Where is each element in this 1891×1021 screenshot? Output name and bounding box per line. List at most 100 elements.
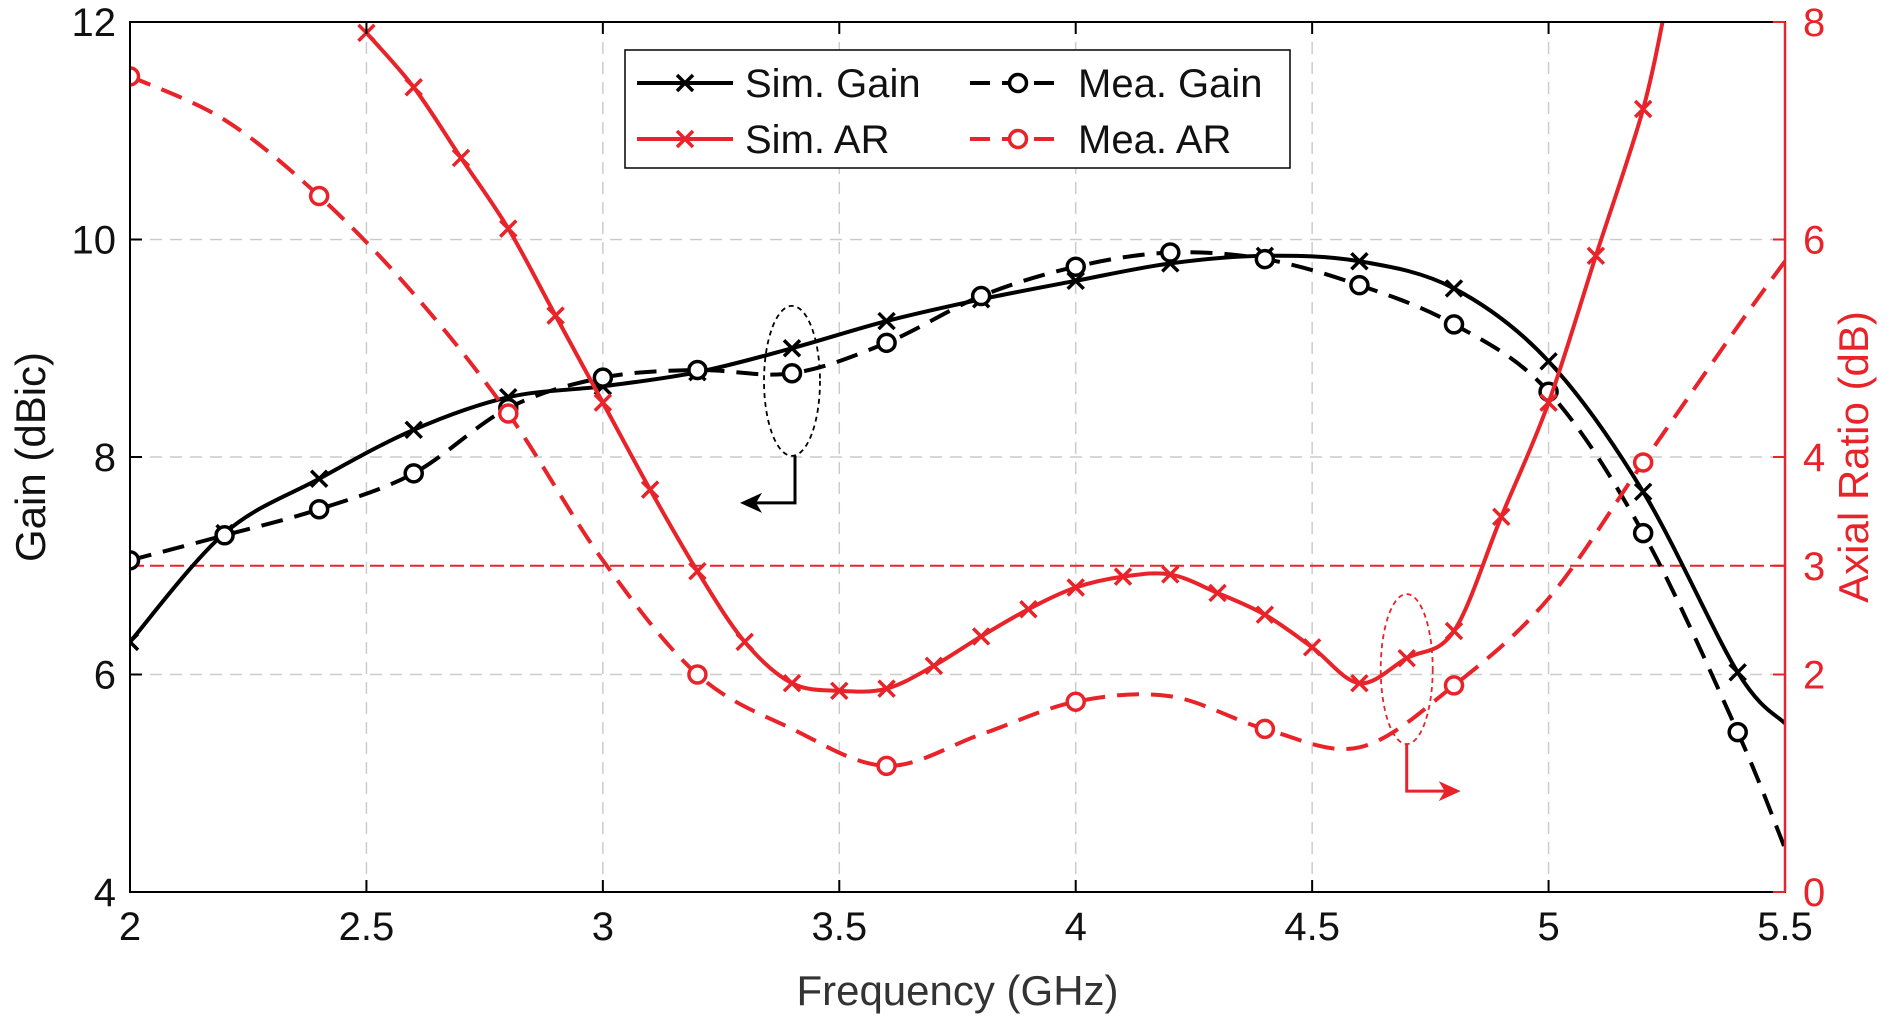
y-right-tick-label: 6 — [1803, 219, 1825, 263]
data-point-marker — [451, 148, 471, 168]
legend-item: Mea. AR — [970, 118, 1231, 162]
data-point-marker — [592, 367, 614, 388]
legend-label: Sim. AR — [745, 118, 889, 162]
data-point-marker — [309, 469, 329, 488]
data-point-marker — [1113, 567, 1133, 586]
gain-axis-arrowhead — [740, 492, 762, 513]
data-point-marker — [1539, 393, 1558, 412]
data-point-marker — [593, 393, 613, 412]
data-point-marker — [498, 403, 519, 424]
series-line — [364, 22, 1665, 694]
data-point-marker — [546, 306, 565, 325]
data-point-marker — [1350, 252, 1369, 271]
data-point-marker — [1160, 242, 1181, 263]
data-point-marker — [781, 363, 803, 384]
data-point-marker — [1727, 721, 1748, 743]
data-point-marker — [687, 664, 708, 685]
data-point-marker — [308, 498, 330, 520]
series-line — [130, 250, 1785, 850]
data-point-marker — [130, 550, 141, 571]
y-right-tick-label: 4 — [1803, 436, 1825, 480]
data-point-marker — [924, 656, 944, 676]
data-point-marker — [687, 359, 708, 381]
legend-label: Mea. AR — [1078, 118, 1231, 162]
series-mea-ar — [130, 66, 1785, 777]
data-point-marker — [830, 681, 849, 701]
data-point-marker — [1254, 718, 1276, 740]
data-point-marker — [1586, 246, 1606, 266]
legend-box — [624, 49, 1291, 169]
data-point-marker — [130, 632, 140, 652]
legend-item: Sim. Gain — [637, 62, 921, 106]
x-tick-label: 4.5 — [1284, 905, 1340, 949]
series-layer — [130, 22, 1785, 850]
series-mea-gain — [130, 242, 1785, 850]
x-tick-label: 4 — [1065, 905, 1087, 949]
series-line — [130, 74, 1785, 768]
data-point-marker — [1065, 256, 1086, 277]
data-point-marker — [1444, 279, 1464, 298]
data-point-marker — [876, 332, 897, 354]
data-point-marker — [1444, 621, 1464, 641]
data-point-marker — [403, 463, 424, 484]
y-left-tick-label: 12 — [72, 1, 117, 45]
series-sim-ar — [357, 22, 1665, 701]
data-point-marker — [1208, 583, 1227, 603]
data-point-marker — [1632, 452, 1654, 473]
y-right-tick-label: 3 — [1803, 545, 1825, 589]
data-point-marker — [971, 627, 991, 646]
data-point-marker — [1443, 314, 1465, 335]
data-point-marker — [1254, 248, 1276, 270]
gain-ellipse — [763, 304, 821, 457]
ar-axis-arrow — [1405, 744, 1445, 793]
data-point-marker — [1161, 565, 1180, 584]
annotation-layer — [740, 304, 1461, 802]
ar-axis-arrowhead — [1438, 781, 1461, 802]
data-point-marker — [1350, 673, 1369, 693]
legend-marker — [1007, 72, 1029, 94]
data-point-marker — [782, 339, 802, 358]
data-point-marker — [1492, 507, 1511, 527]
data-point-marker — [499, 219, 518, 238]
x-axis-label: Frequency (GHz) — [796, 967, 1118, 1014]
data-point-marker — [1349, 274, 1370, 296]
data-point-marker — [308, 185, 330, 207]
gain-axis-arrow — [754, 455, 797, 505]
y-right-axis-label: Axial Ratio (dB) — [1830, 311, 1877, 603]
y-right-tick-label: 0 — [1803, 871, 1825, 915]
y-left-tick-label: 10 — [72, 219, 117, 263]
legend: Sim. Gain Mea. Gain Sim. AR Mea. AR — [624, 49, 1291, 169]
data-point-marker — [1443, 675, 1465, 696]
y-left-axis-label: Gain (dBic) — [7, 352, 54, 562]
data-point-marker — [877, 311, 896, 331]
data-point-marker — [214, 525, 235, 546]
data-point-marker — [1065, 691, 1086, 712]
legend-item: Sim. AR — [637, 118, 889, 162]
x-tick-label: 5.5 — [1757, 905, 1813, 949]
y-left-axis-ticks: 4 6 8 10 12 — [72, 1, 142, 915]
data-point-marker — [876, 755, 897, 777]
x-axis-ticks: 2 2.5 3 3.5 4 4.5 5 5.5 — [119, 22, 1813, 949]
x-tick-label: 3.5 — [811, 905, 867, 949]
y-left-tick-label: 6 — [94, 654, 116, 698]
y-right-tick-label: 2 — [1803, 654, 1825, 698]
data-point-marker — [1302, 638, 1322, 657]
data-point-marker — [1066, 271, 1085, 291]
data-point-marker — [1633, 99, 1653, 119]
data-point-marker — [1728, 663, 1747, 682]
data-point-marker — [782, 673, 802, 693]
data-point-marker — [1633, 482, 1653, 502]
data-point-marker — [735, 632, 754, 652]
y-left-tick-label: 4 — [94, 871, 116, 915]
data-point-marker — [688, 561, 707, 581]
x-tick-label: 2 — [119, 905, 141, 949]
data-point-marker — [970, 285, 992, 307]
legend-marker — [675, 129, 695, 149]
data-point-marker — [130, 66, 141, 87]
data-point-marker — [1019, 600, 1038, 619]
legend-marker — [675, 73, 695, 93]
x-tick-label: 2.5 — [339, 905, 395, 949]
data-point-marker — [640, 480, 660, 499]
x-tick-label: 3 — [592, 905, 614, 949]
data-point-marker — [1255, 605, 1275, 624]
